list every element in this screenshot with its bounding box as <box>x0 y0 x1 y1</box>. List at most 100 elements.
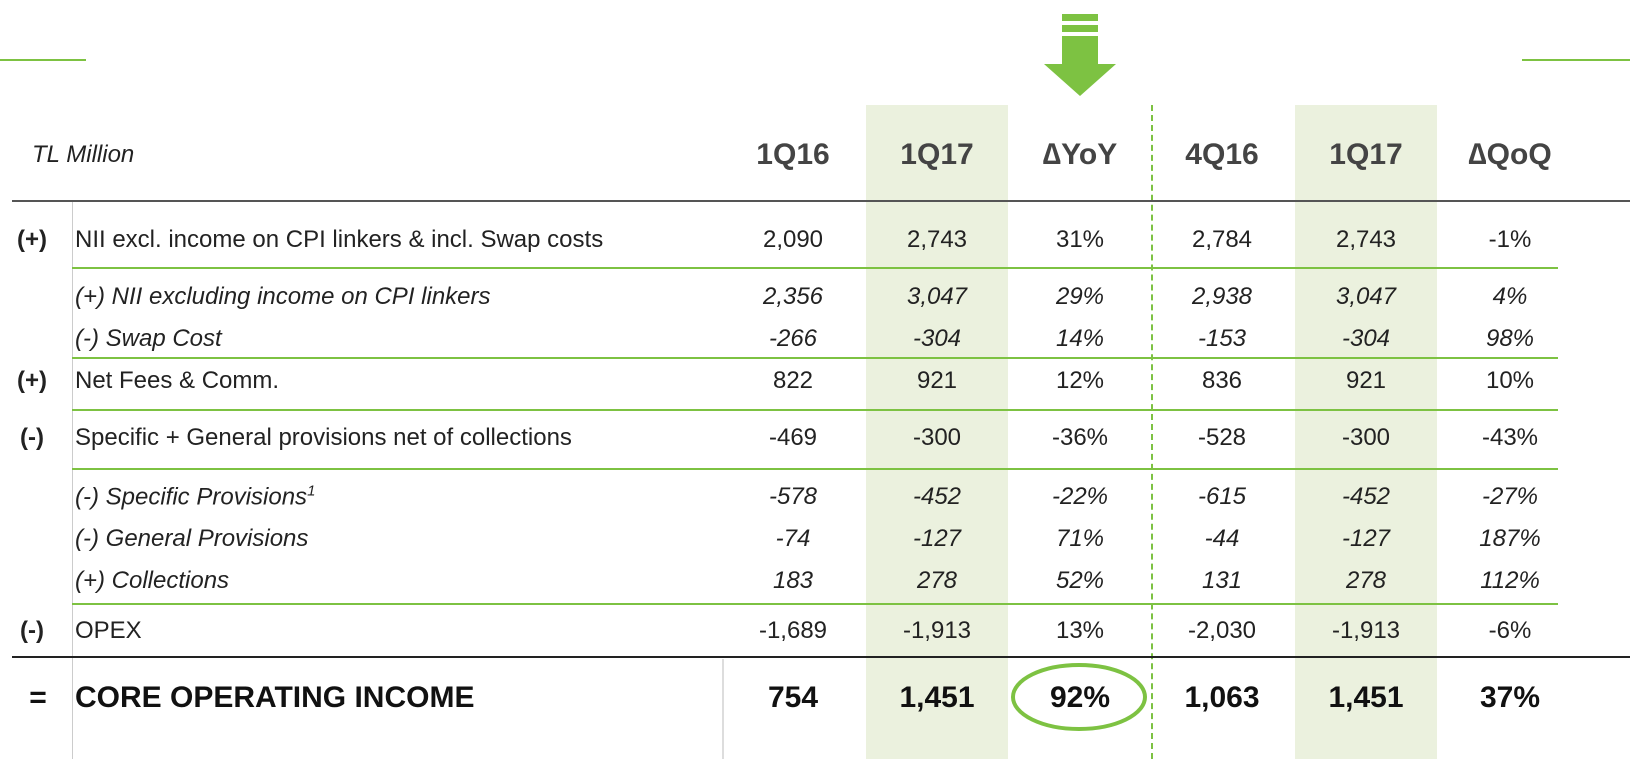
total-value: 1,451 <box>899 681 975 714</box>
cell-value: 98% <box>1485 325 1535 352</box>
row-label: NII excl. income on CPI linkers & incl. … <box>75 226 604 253</box>
cell-value: -6% <box>1488 617 1532 644</box>
cell-value: 2,743 <box>906 226 968 253</box>
cell-value: -578 <box>768 483 818 510</box>
row-rule <box>72 267 1558 269</box>
total-rule <box>12 656 1630 658</box>
cell-value: -266 <box>768 325 818 352</box>
cell-value: 3,047 <box>906 283 968 310</box>
cell-value: 2,356 <box>762 283 824 310</box>
divider <box>1151 105 1153 759</box>
row-label: (+) Collections <box>75 567 230 594</box>
total-sign: = <box>29 681 47 714</box>
cell-value: -469 <box>768 424 818 451</box>
column-header: 1Q17 <box>900 138 974 171</box>
cell-value: -44 <box>1204 525 1240 552</box>
cell-value: 2,743 <box>1335 226 1397 253</box>
row-rule <box>72 603 1558 605</box>
cell-value: -528 <box>1197 424 1247 451</box>
unit-label: TL Million <box>32 141 135 168</box>
cell-value: 921 <box>916 367 958 394</box>
highlight-circle <box>1011 663 1147 731</box>
cell-value: 112% <box>1480 567 1540 594</box>
row-rule <box>72 468 1558 470</box>
column-rule <box>722 659 724 759</box>
row-label: (-) Swap Cost <box>75 325 222 352</box>
column-header: ∆QoQ <box>1468 138 1552 171</box>
total-label: CORE OPERATING INCOME <box>75 681 475 714</box>
column-header: 4Q16 <box>1185 138 1259 171</box>
cell-value: -1,913 <box>902 617 972 644</box>
cell-value: 10% <box>1485 367 1535 394</box>
cell-value: -304 <box>1341 325 1391 352</box>
cell-value: 183 <box>772 567 814 594</box>
cell-value: -22% <box>1051 483 1109 510</box>
cell-value: -615 <box>1197 483 1247 510</box>
accent-line <box>1522 59 1630 61</box>
cell-value: -304 <box>912 325 962 352</box>
total-value: 1,063 <box>1184 681 1260 714</box>
cell-value: 921 <box>1345 367 1387 394</box>
row-label: Specific + General provisions net of col… <box>75 424 572 451</box>
cell-value: -300 <box>912 424 962 451</box>
row-rule <box>72 357 1558 359</box>
cell-value: -27% <box>1481 483 1539 510</box>
cell-value: -153 <box>1197 325 1247 352</box>
header-rule <box>12 200 1630 202</box>
cell-value: 2,090 <box>762 226 824 253</box>
cell-value: 71% <box>1055 525 1105 552</box>
row-sign: (-) <box>20 617 44 644</box>
total-value: 754 <box>767 681 819 714</box>
cell-value: -74 <box>775 525 811 552</box>
cell-value: 14% <box>1055 325 1105 352</box>
accent-line <box>0 59 86 61</box>
cell-value: 278 <box>916 567 958 594</box>
column-rule <box>72 202 73 759</box>
cell-value: -300 <box>1341 424 1391 451</box>
column-header: ∆YoY <box>1042 138 1118 171</box>
cell-value: -452 <box>1341 483 1391 510</box>
highlight-band <box>1295 105 1437 759</box>
cell-value: 29% <box>1055 283 1105 310</box>
total-value: 1,451 <box>1328 681 1404 714</box>
cell-value: 31% <box>1055 226 1105 253</box>
cell-value: 187% <box>1479 525 1541 552</box>
cell-value: 2,938 <box>1191 283 1253 310</box>
total-value: 92% <box>1049 681 1111 714</box>
cell-value: -452 <box>912 483 962 510</box>
cell-value: 3,047 <box>1335 283 1397 310</box>
cell-value: 4% <box>1492 283 1528 310</box>
column-header: 1Q17 <box>1329 138 1403 171</box>
cell-value: -127 <box>912 525 962 552</box>
row-label: (-) General Provisions <box>75 525 309 552</box>
cell-value: 52% <box>1055 567 1105 594</box>
column-header: 1Q16 <box>756 138 830 171</box>
highlight-band <box>866 105 1008 759</box>
row-label: (-) Specific Provisions1 <box>75 482 316 511</box>
cell-value: -127 <box>1341 525 1391 552</box>
cell-value: -43% <box>1481 424 1539 451</box>
cell-value: -2,030 <box>1187 617 1257 644</box>
cell-value: -1% <box>1488 226 1532 253</box>
row-label: OPEX <box>75 617 142 644</box>
cell-value: -1,689 <box>758 617 828 644</box>
cell-value: 12% <box>1055 367 1105 394</box>
cell-value: 822 <box>772 367 814 394</box>
cell-value: 278 <box>1345 567 1387 594</box>
row-sign: (+) <box>17 367 47 394</box>
cell-value: 131 <box>1201 567 1243 594</box>
cell-value: -36% <box>1051 424 1109 451</box>
row-sign: (+) <box>17 226 47 253</box>
arrow <box>1044 14 1116 96</box>
cell-value: 836 <box>1201 367 1243 394</box>
row-sign: (-) <box>20 424 44 451</box>
cell-value: 13% <box>1055 617 1105 644</box>
footnote-mark: 1 <box>307 482 316 500</box>
row-label: Net Fees & Comm. <box>75 367 280 394</box>
row-label: (+) NII excluding income on CPI linkers <box>75 283 491 310</box>
row-rule <box>72 409 1558 411</box>
cell-value: 2,784 <box>1191 226 1253 253</box>
total-value: 37% <box>1479 681 1541 714</box>
cell-value: -1,913 <box>1331 617 1401 644</box>
